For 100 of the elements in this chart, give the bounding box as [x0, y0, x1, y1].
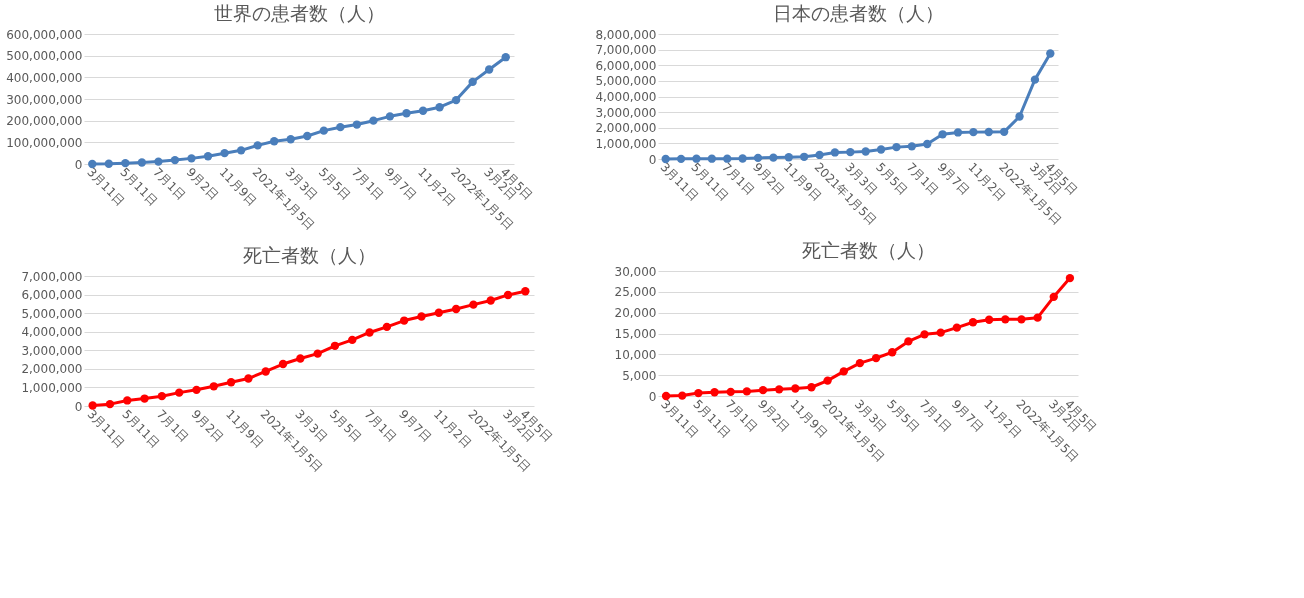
point: [400, 316, 409, 325]
point: [953, 128, 963, 137]
point: [385, 112, 395, 121]
point: [253, 141, 262, 150]
point: [270, 137, 279, 146]
point: [815, 150, 824, 160]
point: [774, 385, 784, 394]
point: [348, 335, 357, 345]
x-tick-label: 9月2日: [188, 407, 227, 445]
point: [861, 147, 870, 156]
point: [336, 122, 345, 132]
point: [140, 394, 149, 403]
y-tick-label: 6,000,000: [21, 288, 83, 303]
point: [799, 152, 809, 161]
chart-title: 日本の患者数（人）: [772, 2, 944, 24]
point: [807, 383, 816, 392]
y-tick-label: 1,000,000: [595, 136, 657, 151]
y-tick-label: 7,000,000: [595, 43, 657, 58]
y-tick-label: 4,000,000: [595, 90, 657, 104]
point: [485, 65, 494, 74]
point: [418, 106, 428, 115]
point: [839, 367, 848, 376]
point: [220, 148, 229, 158]
point: [369, 116, 378, 125]
point: [784, 153, 793, 162]
y-tick-label: 0: [648, 389, 657, 404]
y-tick-label: 6,000,000: [595, 58, 657, 73]
y-tick-label: 3,000,000: [21, 343, 83, 358]
point: [907, 142, 917, 151]
y-tick-label: 300,000,000: [6, 92, 83, 107]
y-tick-label: 7,000,000: [21, 269, 83, 284]
point: [451, 304, 461, 314]
point: [105, 399, 115, 409]
point: [952, 323, 962, 332]
y-tick-label: 5,000: [622, 368, 657, 383]
point: [892, 142, 901, 152]
point: [1017, 315, 1026, 324]
point: [486, 296, 495, 305]
y-tick-label: 2,000,000: [21, 362, 83, 377]
point: [1065, 273, 1075, 283]
point: [157, 391, 167, 401]
y-tick-label: 0: [648, 152, 657, 167]
point: [876, 145, 886, 154]
y-tick-label: 25,000: [614, 285, 657, 300]
point: [352, 120, 362, 129]
point: [261, 367, 270, 376]
y-tick-label: 400,000,000: [6, 70, 83, 85]
point: [1033, 313, 1042, 322]
point: [1046, 49, 1055, 58]
point: [104, 159, 113, 168]
point: [710, 388, 719, 397]
chart-title: 死亡者数（人）: [801, 239, 935, 261]
point: [365, 328, 374, 337]
y-tick-label: 5,000,000: [595, 74, 657, 89]
chart-title: 世界の患者数（人）: [213, 2, 385, 24]
point: [1015, 112, 1024, 121]
point: [904, 337, 913, 346]
point: [154, 157, 163, 166]
chart-title: 死亡者数（人）: [242, 244, 376, 266]
point: [236, 146, 246, 155]
point: [175, 388, 184, 397]
y-tick-label: 20,000: [614, 306, 657, 321]
point: [938, 130, 947, 139]
point: [984, 315, 994, 324]
y-tick-label: 0: [74, 399, 83, 414]
point: [192, 385, 201, 395]
point: [451, 95, 461, 105]
y-tick-label: 1,000,000: [21, 380, 83, 395]
point: [694, 388, 703, 398]
point: [999, 127, 1009, 136]
point: [434, 308, 443, 317]
point: [123, 396, 132, 405]
y-tick-label: 2,000,000: [595, 121, 657, 136]
point: [1030, 75, 1040, 84]
point: [1049, 292, 1058, 302]
y-tick-label: 600,000,000: [6, 27, 83, 42]
point: [661, 154, 670, 164]
point: [226, 378, 236, 387]
point: [417, 312, 426, 321]
point: [846, 147, 855, 157]
point: [319, 126, 328, 135]
point: [871, 353, 881, 363]
point: [330, 341, 340, 350]
point: [313, 349, 322, 358]
y-tick-label: 4,000,000: [21, 325, 83, 340]
point: [296, 354, 305, 363]
point: [469, 300, 478, 309]
y-tick-label: 10,000: [614, 347, 657, 362]
point: [984, 127, 993, 137]
point: [968, 318, 978, 327]
point: [830, 148, 840, 157]
point: [521, 287, 530, 296]
point: [209, 382, 218, 391]
point: [769, 153, 778, 162]
point: [678, 391, 687, 400]
point: [888, 348, 897, 357]
point: [823, 376, 832, 385]
point: [170, 155, 180, 165]
point: [402, 109, 411, 118]
y-tick-label: 3,000,000: [595, 105, 657, 120]
